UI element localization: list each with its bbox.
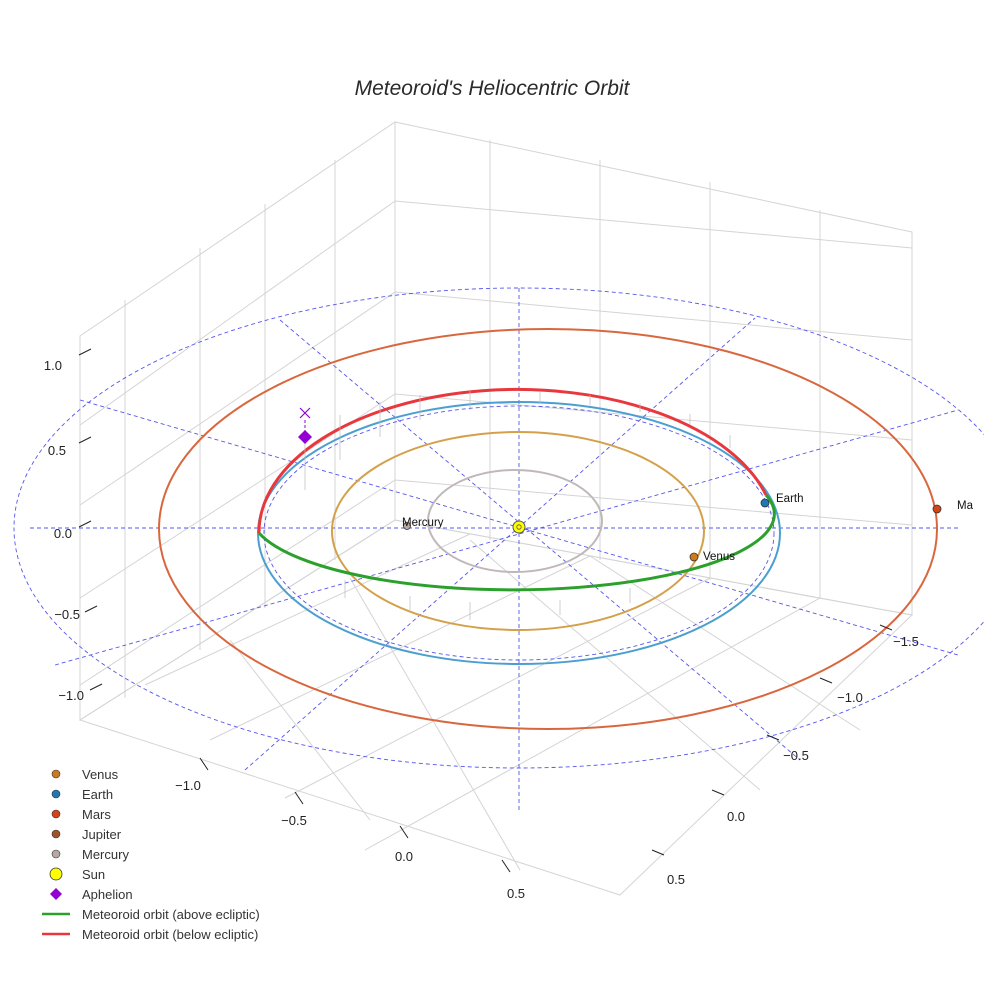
legend-label: Earth bbox=[82, 787, 113, 802]
legend-label: Meteoroid orbit (above ecliptic) bbox=[82, 907, 260, 922]
legend-marker bbox=[51, 789, 61, 799]
legend-marker bbox=[50, 888, 62, 900]
y-tick-label: −1.0 bbox=[837, 690, 863, 705]
legend-label: Mercury bbox=[82, 847, 129, 862]
y-tick-label: 0.5 bbox=[667, 872, 685, 887]
sun-marker bbox=[512, 520, 526, 534]
ecliptic-earth-ring bbox=[263, 405, 775, 661]
y-axis: −1.5 −1.0 −0.5 0.0 0.5 bbox=[651, 624, 919, 887]
legend-label: Meteoroid orbit (below ecliptic) bbox=[82, 927, 258, 942]
x-tick-label: 0.5 bbox=[507, 886, 525, 901]
y-tick-label: −1.5 bbox=[893, 634, 919, 649]
legend-marker bbox=[51, 769, 61, 779]
meteoroid-orbit-below-ecliptic bbox=[257, 387, 768, 534]
z-tick-label: 1.0 bbox=[44, 358, 62, 373]
legend-marker bbox=[49, 867, 63, 881]
legend-marker bbox=[51, 829, 61, 839]
earth-label: Earth bbox=[776, 493, 804, 505]
legend-marker bbox=[51, 809, 61, 819]
venus-orbit bbox=[331, 431, 705, 631]
mars-marker bbox=[932, 504, 942, 514]
mars-label: Ma bbox=[957, 500, 974, 512]
y-tick-label: −0.5 bbox=[783, 748, 809, 763]
legend-label: Aphelion bbox=[82, 887, 133, 902]
floor-pane bbox=[78, 519, 914, 896]
x-tick-label: −1.0 bbox=[175, 778, 201, 793]
z-axis: 1.0 0.5 0.0 −0.5 −1.0 bbox=[44, 348, 103, 703]
mercury-orbit bbox=[427, 469, 603, 573]
legend-label: Sun bbox=[82, 867, 105, 882]
z-tick-label: −1.0 bbox=[58, 688, 84, 703]
axes-box-grid bbox=[78, 121, 914, 896]
mercury-label: Mercury bbox=[402, 517, 444, 529]
x-tick-label: 0.0 bbox=[395, 849, 413, 864]
aphelion-projection-x bbox=[299, 407, 311, 419]
ecliptic-diagonal-c bbox=[54, 409, 959, 666]
left-back-pane bbox=[79, 121, 396, 721]
legend: Venus Earth Mars Jupiter Mercury Sun Aph… bbox=[42, 767, 260, 942]
chart-title: Meteoroid's Heliocentric Orbit bbox=[355, 77, 631, 100]
right-back-pane bbox=[394, 121, 913, 616]
ecliptic-diagonal-b bbox=[279, 319, 801, 761]
orbit-drop-lines bbox=[304, 391, 731, 620]
x-axis: −1.0 −0.5 0.0 0.5 bbox=[175, 757, 525, 901]
earth-marker bbox=[760, 498, 770, 508]
venus-label: Venus bbox=[703, 551, 735, 563]
y-tick-label: 0.0 bbox=[727, 809, 745, 824]
aphelion-diamond bbox=[298, 430, 312, 444]
venus-marker bbox=[689, 552, 699, 562]
legend-marker bbox=[51, 849, 61, 859]
legend-label: Venus bbox=[82, 767, 119, 782]
right-pane-lines bbox=[394, 140, 913, 598]
mars-orbit bbox=[158, 328, 938, 730]
z-tick-label: −0.5 bbox=[54, 607, 80, 622]
z-tick-label: 0.5 bbox=[48, 443, 66, 458]
ecliptic-reference-grid bbox=[13, 287, 984, 810]
ecliptic-diagonal-a bbox=[244, 317, 756, 771]
x-tick-label: −0.5 bbox=[281, 813, 307, 828]
mercury-marker bbox=[403, 522, 411, 530]
left-pane-lines bbox=[79, 160, 396, 698]
z-tick-label: 0.0 bbox=[54, 526, 72, 541]
meteoroid-orbit-above-ecliptic bbox=[257, 494, 776, 592]
legend-label: Mars bbox=[82, 807, 111, 822]
legend-label: Jupiter bbox=[82, 827, 122, 842]
